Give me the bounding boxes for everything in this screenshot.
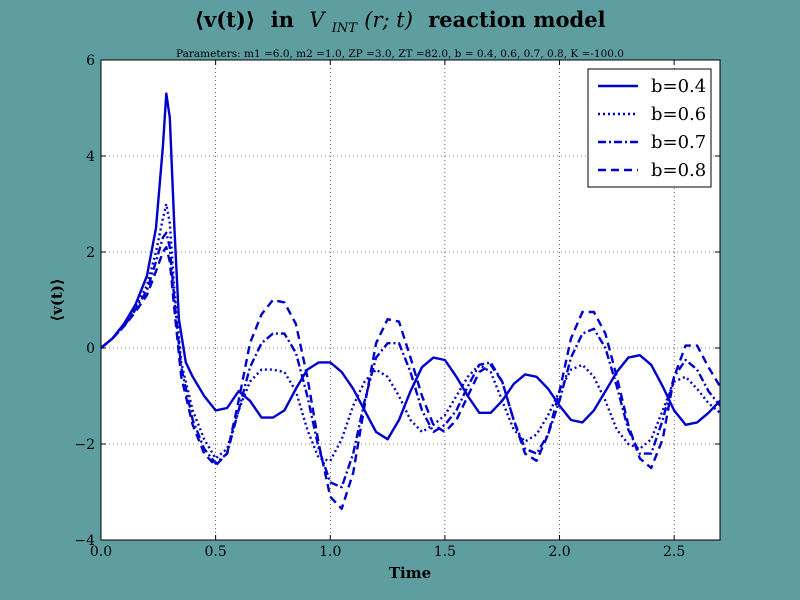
y-tick-label: 4	[86, 149, 95, 165]
x-tick-label: 1.5	[434, 544, 456, 560]
x-tick-label: 0.0	[90, 544, 112, 560]
y-tick-label: 0	[86, 341, 95, 357]
legend: b=0.4 b=0.6 b=0.7 b=0.8	[587, 68, 712, 188]
chart-subtitle: Parameters: m1 =6.0, m2 =1.0, ZP =3.0, Z…	[176, 48, 624, 60]
y-tick-label: 2	[86, 245, 95, 261]
title-sub: INT	[331, 21, 359, 36]
y-tick-label: 6	[86, 53, 95, 69]
title-mid: in	[271, 7, 294, 32]
chart-title: ⟨v(t)⟩ in V INT (r; t) reaction model	[194, 7, 605, 37]
x-tick-label: 0.5	[204, 544, 226, 560]
legend-box	[587, 68, 712, 188]
title-lead: ⟨v(t)⟩	[194, 7, 255, 32]
legend-label: b=0.4	[651, 76, 706, 97]
x-tick-label: 1.0	[319, 544, 341, 560]
x-tick-label: 2.0	[548, 544, 570, 560]
title-tail: reaction model	[428, 7, 605, 32]
grid-lines	[101, 60, 720, 540]
title-arg: (r; t)	[364, 8, 413, 32]
axis-ticks: 0.0 0.5 1.0 1.5 2.0 2.5 −4 −2 0 2 4 6	[74, 53, 720, 560]
series-line-b-0-4	[101, 92, 720, 441]
x-tick-label: 2.5	[663, 544, 685, 560]
y-tick-label: −2	[74, 437, 95, 453]
series-layer	[101, 92, 720, 510]
legend-label: b=0.8	[651, 160, 706, 181]
y-axis-label: ⟨v(t)⟩	[48, 278, 66, 322]
y-tick-label: −4	[74, 533, 95, 549]
legend-label: b=0.7	[651, 132, 706, 153]
title-v: V	[309, 8, 326, 32]
plot-frame	[100, 59, 721, 541]
x-axis-label: Time	[389, 564, 431, 582]
legend-label: b=0.6	[651, 104, 706, 125]
